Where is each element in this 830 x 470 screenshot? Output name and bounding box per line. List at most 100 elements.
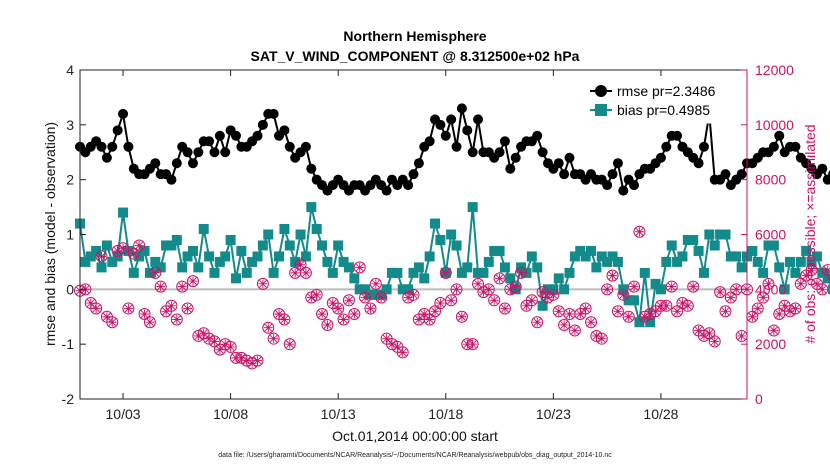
obs-assimilated-marker: [328, 298, 338, 308]
obs-assimilated-marker: [333, 304, 343, 314]
obs-possible-marker: [488, 294, 501, 307]
obs-count-point: [342, 294, 355, 307]
obs-possible-marker: [762, 277, 775, 290]
rmse-point: [672, 130, 683, 141]
rmse-point: [123, 141, 134, 152]
bias-point: [290, 256, 301, 267]
obs-count-point: [789, 302, 802, 315]
rmse-point: [107, 141, 118, 152]
obs-assimilated-marker: [134, 240, 144, 250]
obs-count-point: [606, 269, 619, 282]
obs-possible-marker: [181, 302, 194, 315]
obs-count-point: [262, 321, 275, 334]
rmse-point: [209, 147, 220, 158]
bias-point: [150, 256, 161, 267]
bias-point: [817, 267, 828, 278]
obs-possible-marker: [342, 294, 355, 307]
obs-assimilated-marker: [193, 331, 203, 341]
obs-count-point: [154, 280, 167, 293]
y-axis-right: 0 2000 4000 6000 8000 10000 12000: [741, 62, 794, 407]
bias-point: [85, 251, 96, 262]
obs-possible-marker: [278, 313, 291, 326]
bias-point: [634, 317, 645, 328]
bias-point: [268, 267, 279, 278]
y-tick-label: 2: [66, 172, 74, 188]
obs-count-point: [208, 335, 221, 348]
obs-count-point: [708, 335, 721, 348]
obs-count-point: [283, 338, 296, 351]
obs-assimilated-marker: [613, 306, 623, 316]
obs-possible-marker: [267, 332, 280, 345]
obs-count-point: [773, 308, 786, 321]
obs-count-point: [498, 302, 511, 315]
y-axis-label-right: # of obs: o=possible; ×=assimilated: [802, 124, 818, 343]
obs-possible-marker: [525, 294, 538, 307]
obs-possible-marker: [805, 264, 818, 277]
rmse-point: [618, 185, 629, 196]
bias-point: [118, 207, 129, 218]
obs-count-point: [170, 313, 183, 326]
obs-count-point: [138, 308, 151, 321]
bias-point: [435, 234, 446, 245]
obs-count-point: [429, 305, 442, 318]
rmse-point: [768, 141, 779, 152]
rmse-point: [720, 169, 731, 180]
obs-possible-marker: [579, 302, 592, 315]
obs-possible-marker: [117, 242, 130, 255]
obs-possible-marker: [353, 261, 366, 274]
bias-point: [166, 240, 177, 251]
bias-point: [80, 256, 91, 267]
obs-possible-marker: [601, 283, 614, 296]
obs-assimilated-marker: [591, 331, 601, 341]
rmse-point: [413, 158, 424, 169]
obs-assimilated-marker: [392, 342, 402, 352]
obs-assimilated-marker: [731, 284, 741, 294]
obs-assimilated-marker: [780, 301, 790, 311]
bias-point: [564, 267, 575, 278]
obs-possible-marker: [283, 338, 296, 351]
x-axis: 10/03 10/08 10/13 10/18 10/23 10/28: [106, 70, 679, 422]
bias-point: [666, 240, 677, 251]
bias-point: [542, 284, 553, 295]
obs-possible-marker: [127, 247, 140, 260]
bias-point: [327, 267, 338, 278]
obs-assimilated-marker: [382, 334, 392, 344]
obs-possible-marker: [703, 327, 716, 340]
obs-count-point: [294, 258, 307, 271]
bias-point: [801, 245, 812, 256]
y-axis-left: -2 -1 0 1 2 3 4: [62, 62, 86, 407]
obs-count-point: [805, 264, 818, 277]
bias-point: [569, 251, 580, 262]
rmse-point: [822, 174, 830, 185]
bias-point: [811, 251, 822, 262]
obs-count-point: [622, 310, 635, 323]
obs-count-point: [558, 318, 571, 331]
y-tick-label: 3: [66, 117, 74, 133]
rmse-point: [537, 147, 548, 158]
y-tick-label: 4: [66, 62, 74, 78]
obs-count-point: [751, 302, 764, 315]
bias-point: [650, 278, 661, 289]
obs-count-point: [714, 286, 727, 299]
obs-count-point: [794, 277, 807, 290]
bias-point: [580, 251, 591, 262]
legend-bias-marker: [595, 104, 607, 116]
obs-assimilated-marker: [441, 268, 451, 278]
obs-possible-marker: [708, 335, 721, 348]
obs-possible-marker: [628, 280, 641, 293]
obs-assimilated-marker: [172, 314, 182, 324]
obs-possible-marker: [337, 313, 350, 326]
obs-assimilated-marker: [204, 334, 214, 344]
obs-count-point: [681, 299, 694, 312]
bias-point: [338, 256, 349, 267]
obs-possible-marker: [332, 302, 345, 315]
obs-possible-marker: [106, 316, 119, 329]
rmse-point: [300, 141, 311, 152]
rmse-point: [268, 108, 279, 119]
bias-point: [655, 284, 666, 295]
obs-assimilated-marker: [764, 279, 774, 289]
y-right-tick-label: 8000: [755, 172, 786, 188]
bias-point: [677, 251, 688, 262]
obs-assimilated-marker: [511, 282, 521, 292]
